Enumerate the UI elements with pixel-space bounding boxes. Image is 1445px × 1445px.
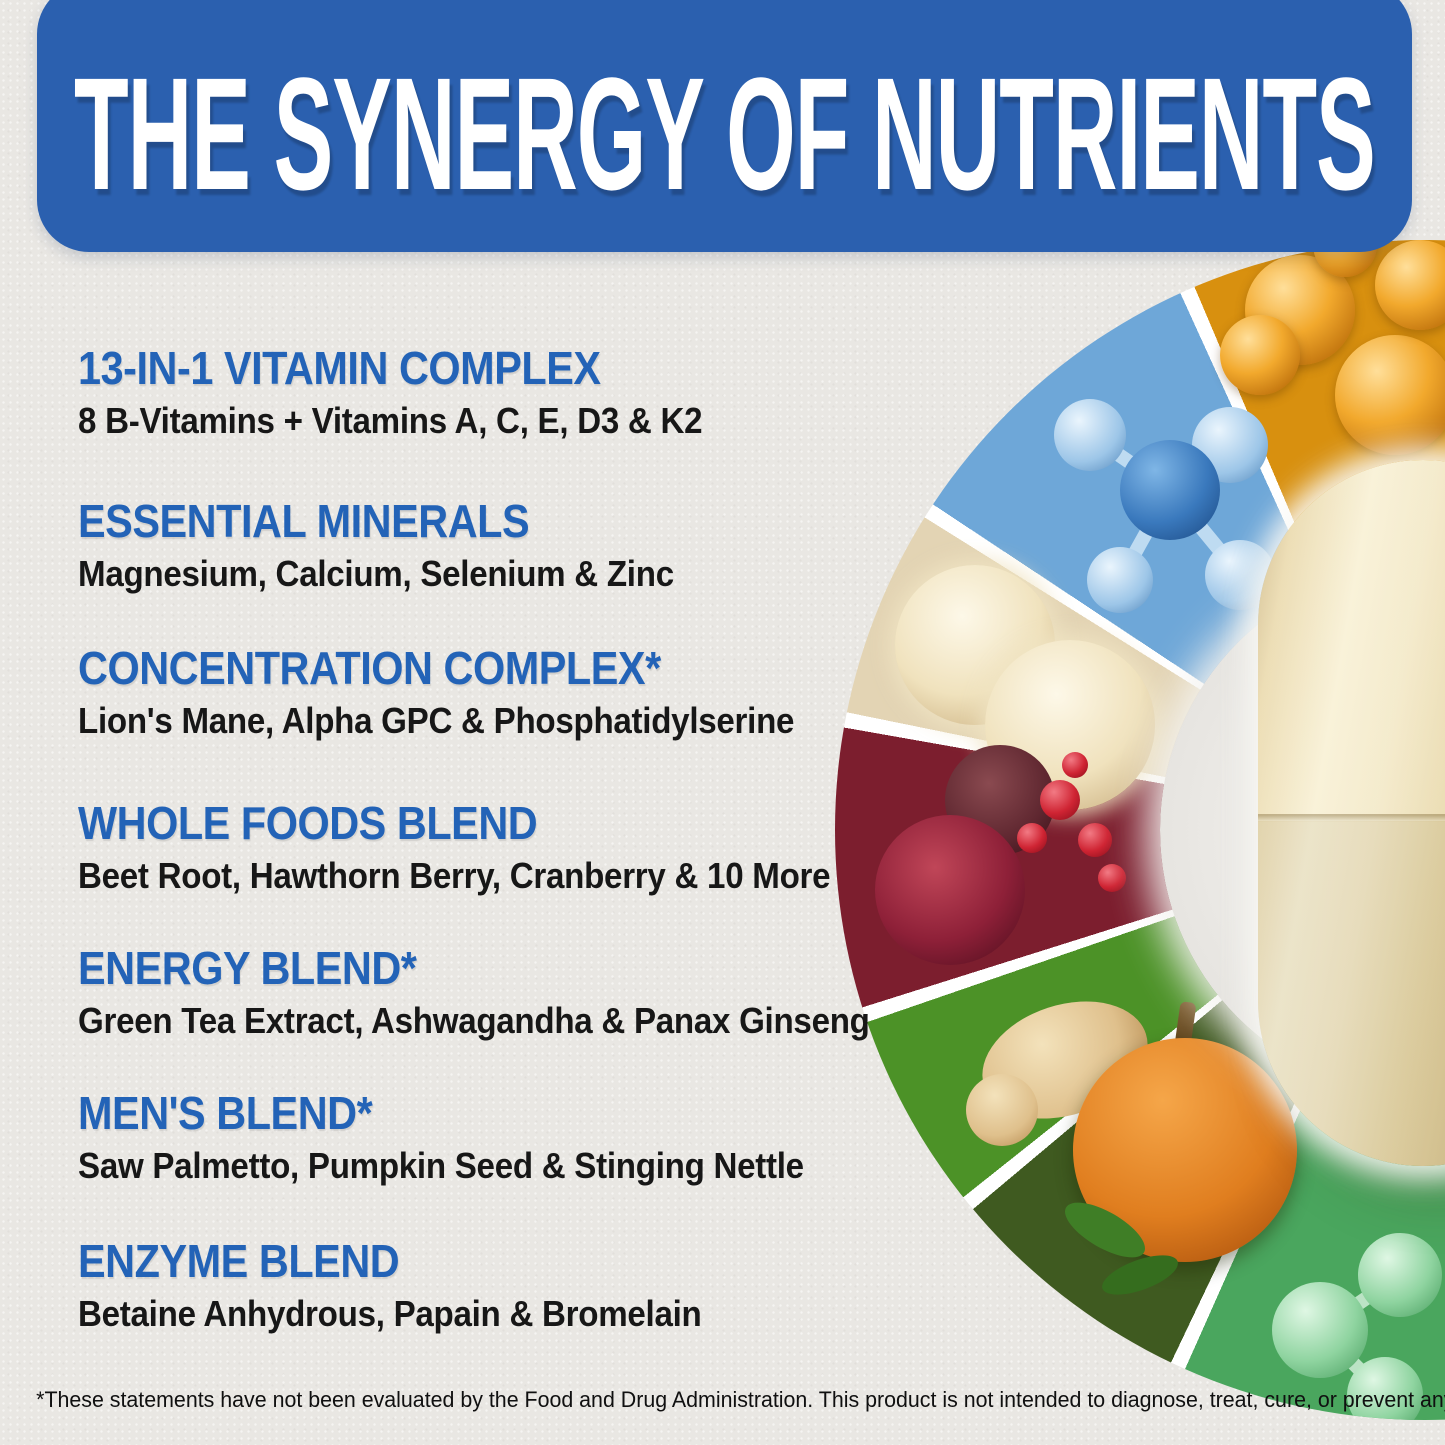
molecule-atom-icon xyxy=(1347,1357,1423,1420)
beet-icon xyxy=(875,815,1025,965)
section-mens-blend: MEN'S BLEND* Saw Palmetto, Pumpkin Seed … xyxy=(78,1089,867,1185)
title-banner: THE SYNERGY OF NUTRIENTS xyxy=(37,0,1412,252)
cranberry-icon xyxy=(1062,752,1088,778)
section-heading: MEN'S BLEND* xyxy=(78,1087,373,1139)
section-concentration-complex: CONCENTRATION COMPLEX* Lion's Mane, Alph… xyxy=(78,644,856,740)
cranberry-icon xyxy=(1078,823,1112,857)
section-details: Green Tea Extract, Ashwagandha & Panax G… xyxy=(78,1000,870,1042)
molecule-atom-icon xyxy=(1358,1233,1442,1317)
orange-droplet-icon xyxy=(1220,315,1300,395)
section-energy-blend: ENERGY BLEND* Green Tea Extract, Ashwaga… xyxy=(78,944,938,1040)
orange-droplet-icon xyxy=(1335,335,1445,455)
section-heading: CONCENTRATION COMPLEX* xyxy=(78,642,661,694)
section-whole-foods-blend: WHOLE FOODS BLEND Beet Root, Hawthorn Be… xyxy=(78,799,896,895)
fda-disclaimer: *These statements have not been evaluate… xyxy=(36,1387,1445,1412)
molecule-atom-icon xyxy=(1120,440,1220,540)
orange-droplet-icon xyxy=(1375,240,1445,330)
page-title: THE SYNERGY OF NUTRIENTS xyxy=(74,44,1376,223)
section-heading: ESSENTIAL MINERALS xyxy=(78,495,530,547)
capsule-seam xyxy=(1258,814,1445,822)
section-heading: WHOLE FOODS BLEND xyxy=(78,797,538,849)
section-details: 8 B-Vitamins + Vitamins A, C, E, D3 & K2 xyxy=(78,400,703,442)
section-heading: ENERGY BLEND* xyxy=(78,942,417,994)
molecule-atom-icon xyxy=(1054,399,1126,471)
cranberry-icon xyxy=(1017,823,1047,853)
section-essential-minerals: ESSENTIAL MINERALS Magnesium, Calcium, S… xyxy=(78,497,726,593)
section-details: Lion's Mane, Alpha GPC & Phosphatidylser… xyxy=(78,700,795,742)
section-heading: ENZYME BLEND xyxy=(78,1235,400,1287)
section-details: Betaine Anhydrous, Papain & Bromelain xyxy=(78,1293,702,1335)
section-details: Magnesium, Calcium, Selenium & Zinc xyxy=(78,553,674,595)
capsule-image xyxy=(1258,460,1445,1166)
section-enzyme-blend: ENZYME BLEND Betaine Anhydrous, Papain &… xyxy=(78,1237,756,1333)
section-vitamin-complex: 13-IN-1 VITAMIN COMPLEX 8 B-Vitamins + V… xyxy=(78,344,757,440)
section-details: Saw Palmetto, Pumpkin Seed & Stinging Ne… xyxy=(78,1145,804,1187)
molecule-atom-icon xyxy=(1087,547,1153,613)
disclaimer-bar: *These statements have not been evaluate… xyxy=(0,1386,1445,1413)
cranberry-icon xyxy=(1098,864,1126,892)
section-heading: 13-IN-1 VITAMIN COMPLEX xyxy=(78,342,601,394)
ginger-root-icon xyxy=(966,1074,1038,1146)
molecule-atom-icon xyxy=(1272,1282,1368,1378)
capsule-shading xyxy=(1258,460,1445,1166)
section-details: Beet Root, Hawthorn Berry, Cranberry & 1… xyxy=(78,855,831,897)
cranberry-icon xyxy=(1040,780,1080,820)
